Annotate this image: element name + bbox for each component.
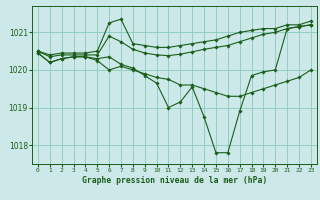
X-axis label: Graphe pression niveau de la mer (hPa): Graphe pression niveau de la mer (hPa)	[82, 176, 267, 185]
